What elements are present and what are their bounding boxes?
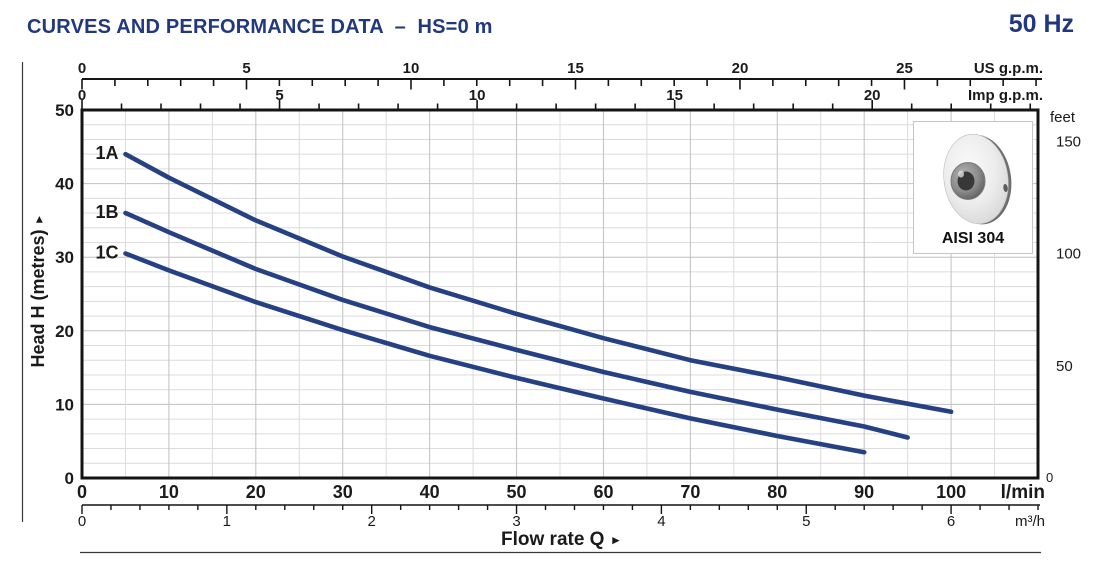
svg-text:0: 0 [78,513,86,530]
svg-text:0: 0 [77,482,87,502]
svg-text:50: 50 [1056,358,1073,375]
svg-text:3: 3 [512,513,520,530]
svg-text:15: 15 [567,60,584,77]
impeller-photo [943,133,1012,225]
impeller-inset: AISI 304 [913,121,1033,254]
svg-text:4: 4 [657,513,665,530]
svg-text:US g.p.m.: US g.p.m. [974,60,1043,77]
svg-text:20: 20 [246,482,266,502]
svg-text:30: 30 [333,482,353,502]
impeller-material-label: AISI 304 [941,230,1005,247]
svg-text:Head H (metres)▸: Head H (metres)▸ [28,215,48,367]
page-title: CURVES AND PERFORMANCE DATA – HS=0 m [27,16,493,38]
svg-text:5: 5 [242,60,250,77]
svg-text:20: 20 [864,87,881,104]
svg-text:Flow rate Q▸: Flow rate Q ▸ [501,529,620,550]
svg-text:5: 5 [275,87,283,104]
svg-text:25: 25 [896,60,913,77]
svg-text:10: 10 [469,87,486,104]
svg-text:1C: 1C [95,243,118,263]
plot-layer: 0 5 10 15 20 25 US g.p.m.0 5 10 15 20 Imp g.p.m.501… [28,60,1081,550]
svg-text:150: 150 [1056,134,1081,151]
svg-text:feet: feet [1050,109,1076,126]
svg-text:1A: 1A [95,143,118,163]
svg-text:10: 10 [403,60,420,77]
svg-text:100: 100 [1056,246,1081,263]
svg-text:80: 80 [767,482,787,502]
svg-text:30: 30 [55,248,74,267]
svg-text:2: 2 [368,513,376,530]
svg-text:100: 100 [936,482,966,502]
svg-text:1B: 1B [95,202,118,222]
svg-text:50: 50 [507,482,527,502]
svg-text:40: 40 [420,482,440,502]
svg-text:m³/h: m³/h [1015,513,1045,530]
svg-text:1: 1 [223,513,231,530]
impeller-notch [1003,184,1008,192]
svg-text:0: 0 [78,60,86,77]
svg-text:10: 10 [55,395,74,414]
svg-text:5: 5 [802,513,810,530]
svg-text:l/min: l/min [1001,482,1045,503]
svg-text:0: 0 [65,469,74,488]
svg-text:40: 40 [55,175,74,194]
impeller-hub-highlight [958,170,964,178]
svg-text:6: 6 [947,513,955,530]
svg-text:20: 20 [732,60,749,77]
svg-text:90: 90 [854,482,874,502]
svg-text:10: 10 [159,482,179,502]
svg-text:0: 0 [78,87,86,104]
svg-text:60: 60 [593,482,613,502]
svg-text:50: 50 [55,101,74,120]
frequency-label: 50 Hz [1008,10,1074,38]
svg-text:0: 0 [1046,470,1053,485]
svg-text:70: 70 [680,482,700,502]
svg-text:20: 20 [55,322,74,341]
svg-text:Imp g.p.m.: Imp g.p.m. [968,87,1043,104]
svg-text:15: 15 [666,87,683,104]
